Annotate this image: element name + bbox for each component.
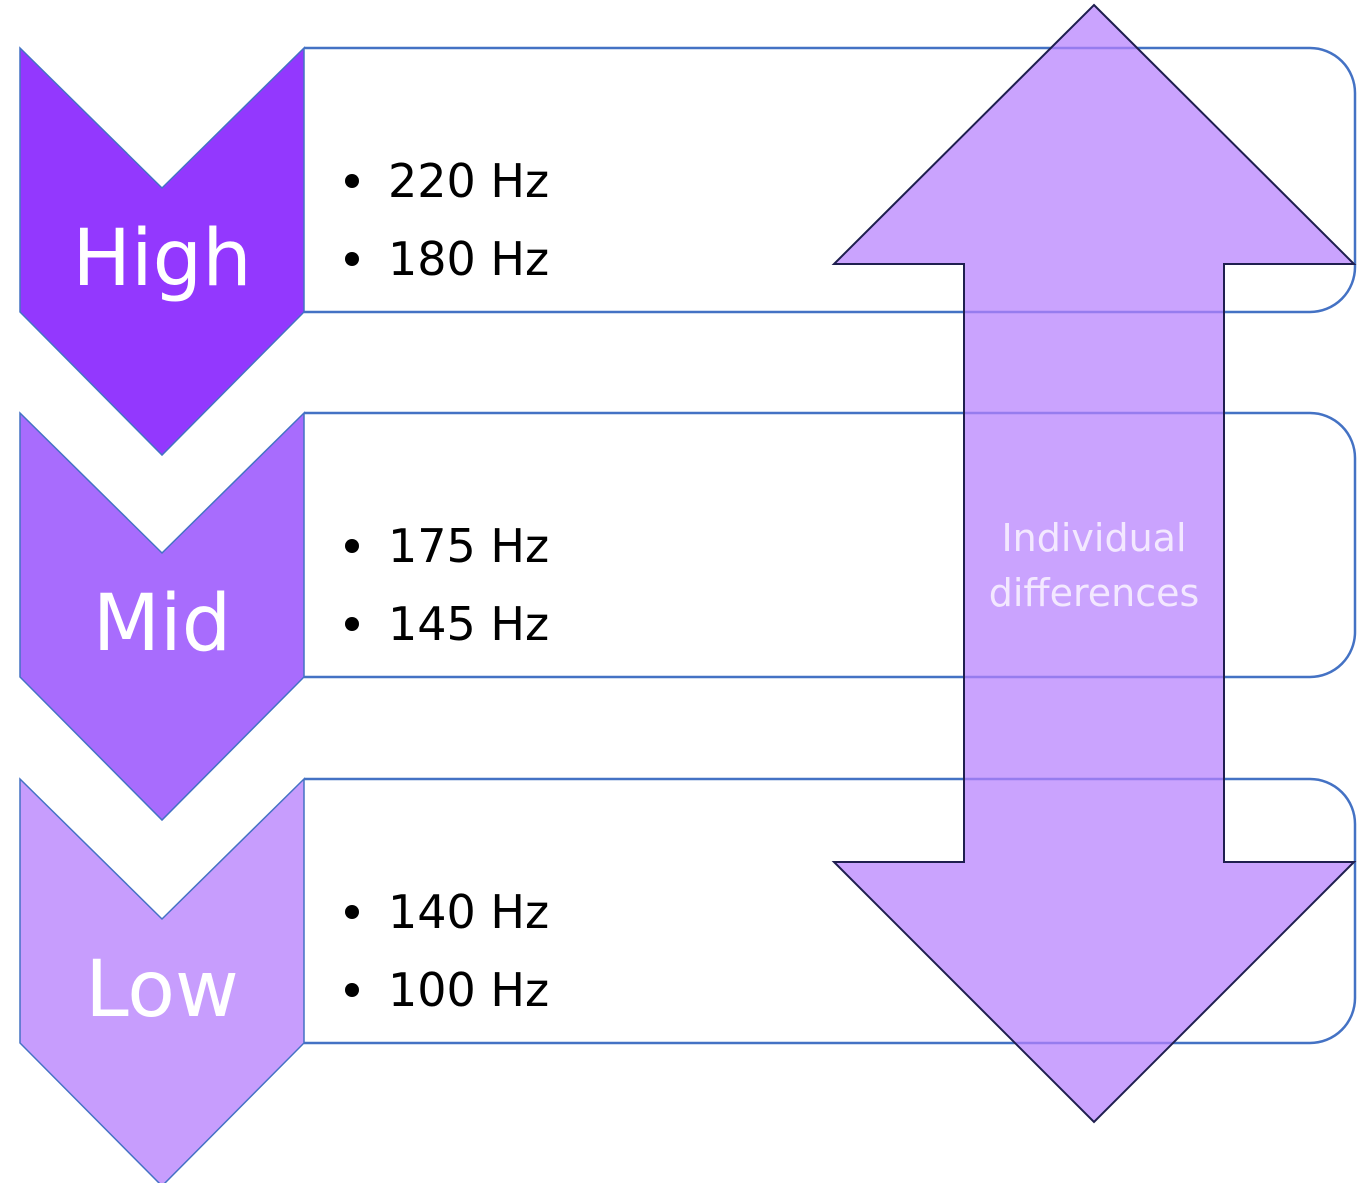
level-chevron <box>19 411 305 822</box>
level-item: 180 Hz <box>388 232 549 286</box>
level-label: High <box>72 214 251 304</box>
level-chevron <box>19 777 305 1183</box>
arrow-label: Individual <box>1001 516 1186 560</box>
level-item: 100 Hz <box>388 963 549 1017</box>
level-item: 145 Hz <box>388 597 549 651</box>
level-item: 140 Hz <box>388 885 549 939</box>
bullet <box>345 539 359 553</box>
bullet <box>345 905 359 919</box>
arrow-label: differences <box>989 571 1200 615</box>
level-chevron <box>19 46 305 457</box>
level-label: Mid <box>93 579 231 669</box>
bullet <box>345 252 359 266</box>
bullet <box>345 174 359 188</box>
bullet <box>345 983 359 997</box>
level-label: Low <box>85 945 239 1035</box>
level-item: 175 Hz <box>388 519 549 573</box>
level-item: 220 Hz <box>388 154 549 208</box>
double-arrow <box>831 3 1357 1124</box>
bullet <box>345 617 359 631</box>
